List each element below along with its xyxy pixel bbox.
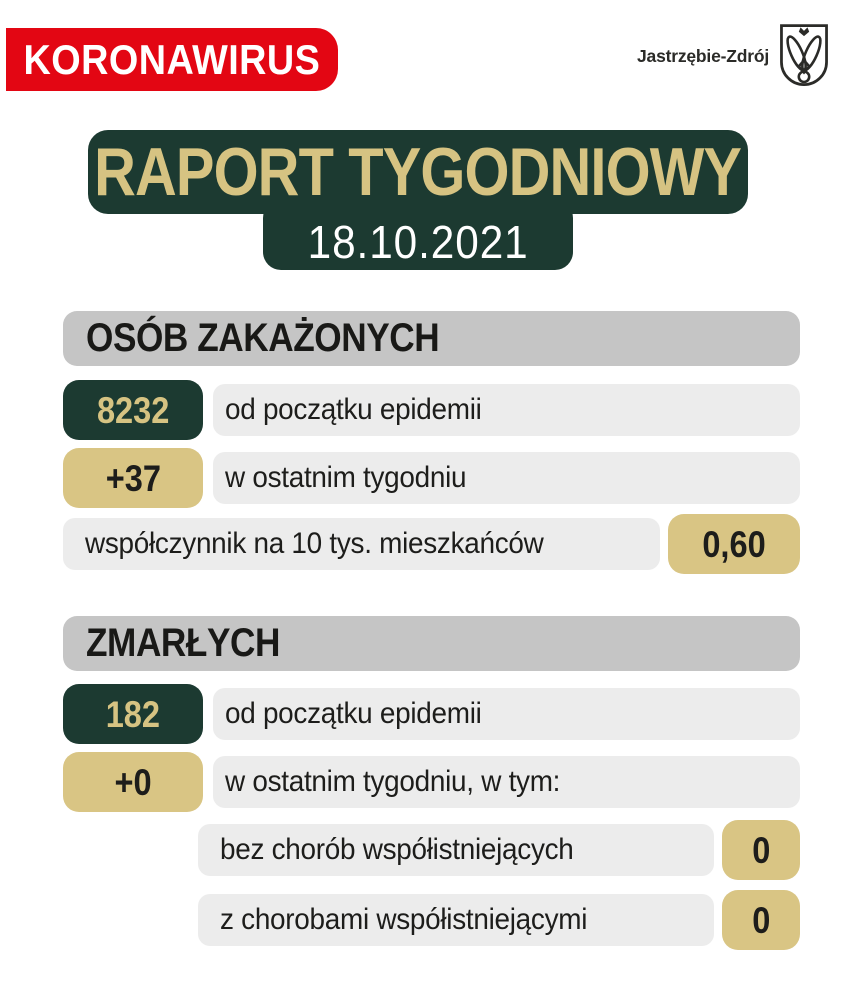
infections-week-bar: w ostatnim tygodniu <box>213 452 800 504</box>
infections-total-bar: od początku epidemii <box>213 384 800 436</box>
deaths-no-comorbidities-bar: bez chorób współistniejących <box>198 824 714 876</box>
deaths-no-comorbidities-badge: 0 <box>722 820 800 880</box>
infections-week-label: w ostatnim tygodniu <box>225 461 467 494</box>
infections-total-badge: 8232 <box>63 380 203 440</box>
row-infections-rate: współczynnik na 10 tys. mieszkańców 0,60 <box>63 514 800 574</box>
section-deaths: ZMARŁYCH 182 od początku epidemii +0 w o… <box>63 616 800 950</box>
deaths-week-bar: w ostatnim tygodniu, w tym: <box>213 756 800 808</box>
infections-rate-bar: współczynnik na 10 tys. mieszkańców <box>63 518 660 570</box>
deaths-week-label: w ostatnim tygodniu, w tym: <box>225 765 561 798</box>
row-deaths-with-comorbidities: z chorobami współistniejącymi 0 <box>198 890 800 950</box>
deaths-week-badge: +0 <box>63 752 203 812</box>
infections-rate-value: 0,60 <box>702 523 766 565</box>
infections-total-value: 8232 <box>96 389 170 431</box>
deaths-with-comorbidities-label: z chorobami współistniejącymi <box>220 903 588 936</box>
report-title: RAPORT TYGODNIOWY <box>94 134 742 210</box>
report-date: 18.10.2021 <box>307 216 529 268</box>
deaths-no-comorbidities-value: 0 <box>751 829 771 871</box>
deaths-with-comorbidities-bar: z chorobami współistniejącymi <box>198 894 714 946</box>
section-infections-title: OSÓB ZAKAŻONYCH <box>86 316 440 360</box>
city-name: Jastrzębie-Zdrój <box>637 45 769 66</box>
infections-week-badge: +37 <box>63 448 203 508</box>
city-logo: Jastrzębie-Zdrój <box>637 22 830 90</box>
deaths-with-comorbidities-value: 0 <box>751 899 771 941</box>
infections-rate-badge: 0,60 <box>668 514 800 574</box>
infections-total-label: od początku epidemii <box>225 393 482 426</box>
report-title-banner: RAPORT TYGODNIOWY <box>88 130 748 214</box>
deaths-total-badge: 182 <box>63 684 203 744</box>
row-infections-total: 8232 od początku epidemii <box>63 380 800 440</box>
section-infections-header: OSÓB ZAKAŻONYCH <box>63 311 800 366</box>
city-crest-icon <box>780 24 828 86</box>
row-deaths-week: +0 w ostatnim tygodniu, w tym: <box>63 752 800 812</box>
section-deaths-header: ZMARŁYCH <box>63 616 800 671</box>
section-infections: OSÓB ZAKAŻONYCH 8232 od początku epidemi… <box>63 311 800 574</box>
koronawirus-badge: KORONAWIRUS <box>6 28 338 91</box>
infections-week-value: +37 <box>105 457 161 499</box>
row-infections-week: +37 w ostatnim tygodniu <box>63 448 800 508</box>
row-deaths-total: 182 od początku epidemii <box>63 684 800 744</box>
deaths-total-bar: od początku epidemii <box>213 688 800 740</box>
deaths-with-comorbidities-badge: 0 <box>722 890 800 950</box>
infections-rate-label: współczynnik na 10 tys. mieszkańców <box>85 527 544 560</box>
koronawirus-label: KORONAWIRUS <box>23 35 321 83</box>
deaths-week-value: +0 <box>114 761 152 803</box>
deaths-no-comorbidities-label: bez chorób współistniejących <box>220 833 574 866</box>
section-deaths-title: ZMARŁYCH <box>86 621 280 665</box>
deaths-total-value: 182 <box>105 693 161 735</box>
deaths-total-label: od początku epidemii <box>225 697 482 730</box>
row-deaths-no-comorbidities: bez chorób współistniejących 0 <box>198 820 800 880</box>
